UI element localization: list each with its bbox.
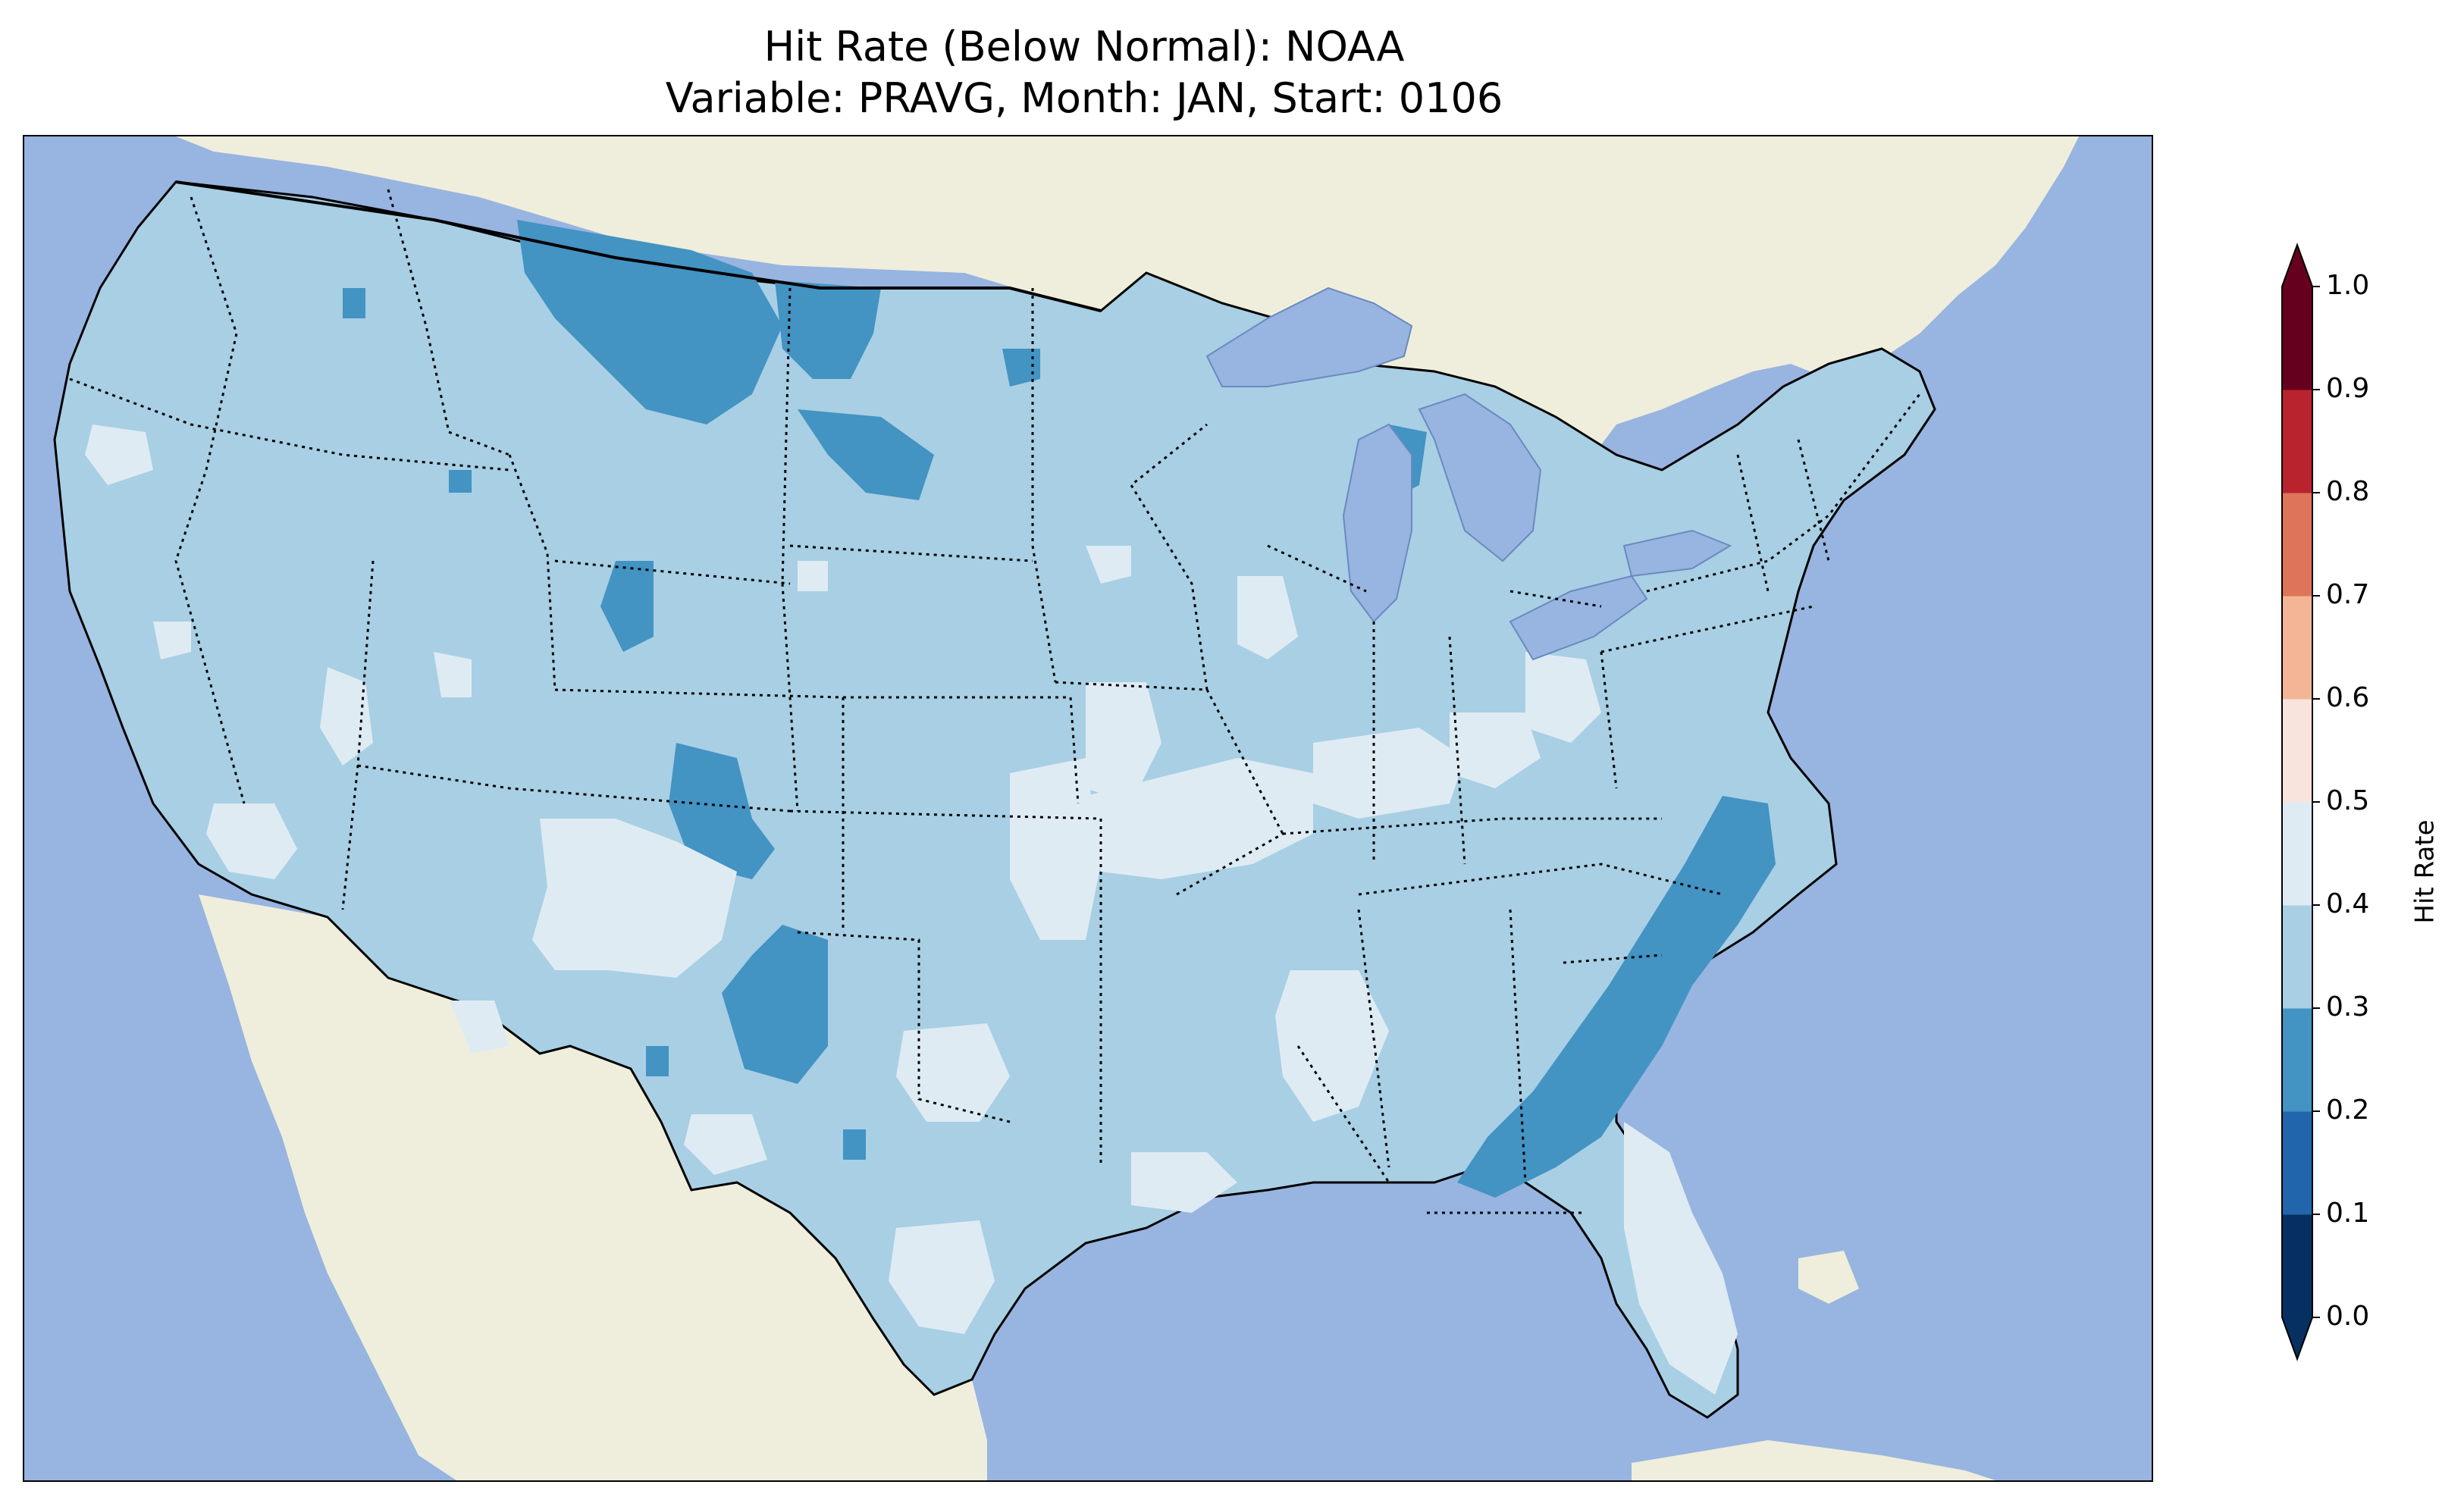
colorbar-tick-label: 0.9 (2326, 373, 2369, 404)
cuba-land (1632, 1440, 1995, 1480)
colorbar-label-svg: Hit Rate (2410, 819, 2440, 923)
colorbar-band (2282, 287, 2312, 390)
colorbar-tick-label: 1.0 (2326, 270, 2369, 301)
colorbar-band (2282, 390, 2312, 493)
colorbar-extend-min (2282, 1317, 2312, 1359)
title-line-2: Variable: PRAVG, Month: JAN, Start: 0106 (665, 74, 1503, 122)
colorbar-tick-label: 0.8 (2326, 476, 2369, 507)
bahamas-land (1798, 1251, 1859, 1304)
lake-huron (1418, 393, 1542, 562)
colorbar-extend-max (2282, 245, 2312, 287)
colorbar-band (2282, 493, 2312, 597)
state-borders (69, 189, 1830, 1214)
colorbar-tick-label: 0.0 (2326, 1301, 2369, 1332)
us-canada-border-east (1646, 393, 1921, 593)
colorbar-band (2282, 699, 2312, 803)
colorbar-band (2282, 802, 2312, 906)
colorbar-tick-label: 0.3 (2326, 991, 2369, 1023)
bin-0.2-0.3-patches (343, 220, 1776, 1198)
bin-0.4-0.5-patches (85, 424, 1738, 1395)
colorbar-tick-label: 0.5 (2326, 785, 2369, 816)
colorbar-tick-label: 0.6 (2326, 682, 2369, 713)
colorbar-tick-label: 0.4 (2326, 888, 2369, 919)
colorbar-bands (2281, 243, 2313, 1361)
baja-land (199, 894, 464, 1440)
lake-erie (1509, 575, 1648, 661)
colorbar-band (2282, 596, 2312, 700)
colorbar-label: Hit Rate (2410, 819, 2440, 923)
colorbar-band (2282, 905, 2312, 1009)
canada-land (176, 136, 2079, 591)
colorbar-tick-label: 0.1 (2326, 1198, 2369, 1229)
title-line-1: Hit Rate (Below Normal): NOAA (763, 23, 1405, 70)
lake-superior (1205, 287, 1413, 387)
map-panel (23, 135, 2153, 1482)
colorbar-band (2282, 1214, 2312, 1318)
great-lakes (1205, 287, 1732, 661)
lake-michigan (1342, 423, 1412, 623)
colorbar-tick-label: 0.2 (2326, 1095, 2369, 1126)
lake-ontario (1622, 529, 1732, 578)
map-svg (53, 136, 2079, 1480)
colorbar-tick-label: 0.7 (2326, 579, 2369, 610)
colorbar-band (2282, 1008, 2312, 1112)
us-canada-border (175, 180, 1102, 312)
colorbar: 0.0 0.1 0.2 0.3 0.4 0.5 0.6 0.7 0.8 0.9 1.0 (2281, 243, 2369, 1361)
colorbar-band (2282, 1111, 2312, 1215)
map-title: Hit Rate (Below Normal): NOAA Variable: … (0, 21, 2168, 124)
colorbar-ticks: 0.0 0.1 0.2 0.3 0.4 0.5 0.6 0.7 0.8 0.9 1.0 (2312, 270, 2369, 1332)
